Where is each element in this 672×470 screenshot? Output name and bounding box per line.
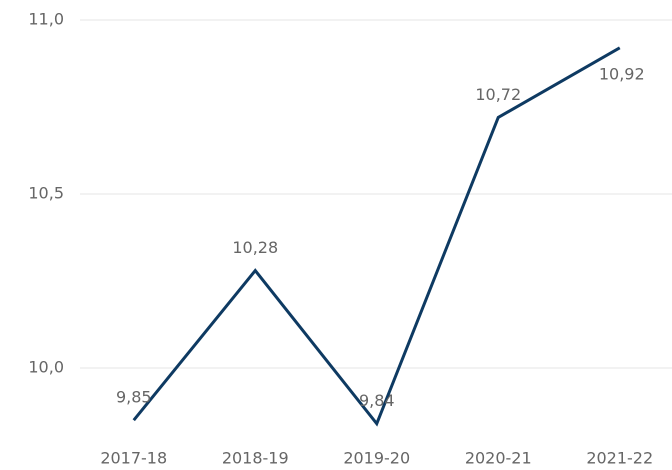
- data-label: 9,84: [359, 391, 395, 410]
- x-tick-label: 2017-18: [100, 449, 167, 468]
- x-tick-label: 2020-21: [465, 449, 532, 468]
- x-tick-label: 2021-22: [586, 449, 653, 468]
- x-tick-label: 2019-20: [343, 449, 410, 468]
- data-label: 10,28: [232, 238, 278, 257]
- data-label: 10,72: [475, 85, 521, 104]
- y-tick-label: 10,5: [28, 184, 64, 203]
- data-label: 9,85: [116, 388, 152, 407]
- line: [132, 46, 621, 427]
- y-tick-label: 10,0: [28, 358, 64, 377]
- x-tick-label: 2018-19: [222, 449, 289, 468]
- y-tick-label: 11,0: [28, 10, 64, 29]
- data-label: 10,92: [599, 64, 645, 83]
